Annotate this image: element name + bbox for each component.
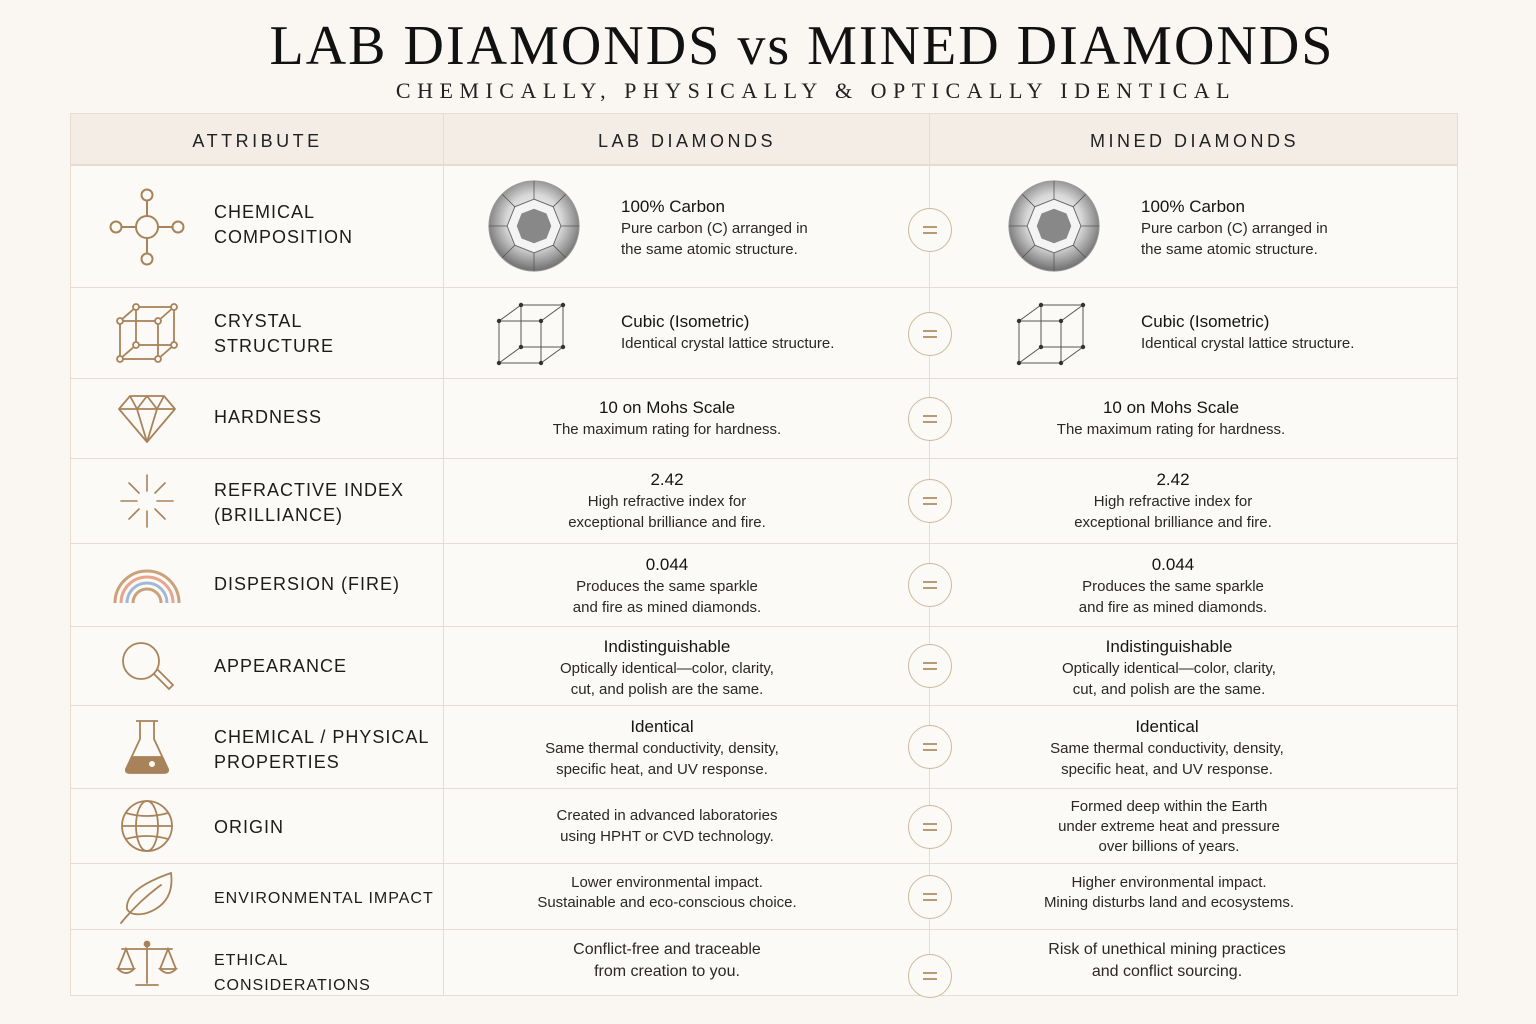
table-row: APPEARANCE Indistinguishable Optically i… (71, 626, 1457, 705)
equals-icon (908, 875, 952, 919)
attribute-label: CHEMICAL COMPOSITION (214, 202, 354, 247)
leaf-icon (107, 857, 187, 937)
rainbow-icon (107, 545, 187, 625)
lab-cell: Conflict-free and traceable from creatio… (573, 941, 761, 980)
sparkle-icon (107, 461, 187, 541)
lab-cell: Cubic (Isometric) Identical crystal latt… (621, 312, 835, 352)
cube-lattice-image (496, 302, 566, 366)
header-attribute: ATTRIBUTE (192, 131, 323, 151)
mined-cell: Higher environmental impact. Mining dist… (1043, 874, 1295, 911)
mined-cell: Indistinguishable Optically identical—co… (1062, 637, 1276, 698)
equals-icon (908, 644, 952, 688)
table-row: ETHICAL CONSIDERATIONS Conflict-free and… (71, 929, 1457, 998)
globe-icon (107, 786, 187, 866)
lab-cell: Indistinguishable Optically identical—co… (560, 637, 774, 698)
table-row: ENVIRONMENTAL IMPACT Lower environmental… (71, 863, 1457, 929)
table-row: CHEMICAL COMPOSITION 100% Carbon Pure ca… (71, 165, 1457, 287)
mined-cell: Cubic (Isometric) Identical crystal latt… (1141, 312, 1355, 352)
attribute-label: ENVIRONMENTAL IMPACT (214, 890, 434, 907)
diamond-image (1008, 180, 1100, 272)
attribute-label: HARDNESS (214, 407, 323, 427)
equals-icon (908, 725, 952, 769)
diamond-image (488, 180, 580, 272)
mined-cell: 10 on Mohs Scale The maximum rating for … (1056, 398, 1286, 438)
mined-cell: 2.42 High refractive index for exception… (1074, 470, 1272, 531)
attribute-label: DISPERSION (FIRE) (214, 574, 401, 594)
equals-icon (908, 805, 952, 849)
table-row: CHEMICAL / PHYSICAL PROPERTIES Identical… (71, 705, 1457, 788)
attribute-label: CHEMICAL / PHYSICAL PROPERTIES (214, 727, 430, 772)
equals-icon (908, 208, 952, 252)
flask-icon (107, 707, 187, 787)
mined-cell: Risk of unethical mining practices and c… (1048, 941, 1286, 980)
scales-icon (107, 924, 187, 1004)
lab-cell: Identical Same thermal conductivity, den… (545, 717, 779, 778)
mined-cell: 0.044 Produces the same sparkle and fire… (1078, 555, 1268, 616)
equals-icon (908, 954, 952, 998)
magnifier-icon (107, 627, 187, 707)
equals-icon (908, 312, 952, 356)
table-row: CRYSTAL STRUCTURE Cubic (Isometric) Iden… (71, 287, 1457, 378)
cube-lattice-image (1016, 302, 1086, 366)
comparison-table: ATTRIBUTE LAB DIAMONDS MINED DIAMONDS CH… (70, 113, 1458, 998)
header-lab-diamonds: LAB DIAMONDS (597, 131, 777, 151)
diamond-icon (107, 379, 187, 459)
page-title: LAB DIAMONDS vs MINED DIAMONDS (269, 15, 1335, 77)
mined-cell: Formed deep within the Earth under extre… (1058, 798, 1280, 855)
equals-icon (908, 397, 952, 441)
table-header: ATTRIBUTE LAB DIAMONDS MINED DIAMONDS (71, 114, 1457, 165)
table-row: HARDNESS 10 on Mohs Scale The maximum ra… (71, 378, 1457, 458)
lab-cell: 0.044 Produces the same sparkle and fire… (572, 555, 762, 616)
equals-icon (908, 563, 952, 607)
attribute-label: REFRACTIVE INDEX (BRILLIANCE) (214, 480, 405, 525)
column-divider (443, 114, 444, 995)
table-row: REFRACTIVE INDEX (BRILLIANCE) 2.42 High … (71, 458, 1457, 543)
header-mined-diamonds: MINED DIAMONDS (1089, 131, 1299, 151)
page-subtitle: CHEMICALLY, PHYSICALLY & OPTICALLY IDENT… (395, 78, 1237, 103)
attribute-label: APPEARANCE (214, 656, 348, 676)
attribute-label: ORIGIN (214, 817, 285, 837)
lab-cell: Created in advanced laboratories using H… (556, 807, 778, 845)
column-divider (929, 114, 930, 995)
lab-cell: 10 on Mohs Scale The maximum rating for … (552, 398, 782, 438)
equals-icon (908, 479, 952, 523)
table-row: ORIGIN Created in advanced laboratories … (71, 788, 1457, 863)
attribute-label: ETHICAL CONSIDERATIONS (214, 952, 371, 994)
lab-cell: Lower environmental impact. Sustainable … (537, 874, 797, 911)
attribute-label: CRYSTAL STRUCTURE (214, 311, 334, 356)
cube-lattice-icon (107, 294, 187, 374)
table-row: DISPERSION (FIRE) 0.044 Produces the sam… (71, 543, 1457, 626)
lab-cell: 100% Carbon Pure carbon (C) arranged in … (621, 197, 808, 258)
mined-cell: Identical Same thermal conductivity, den… (1050, 717, 1284, 778)
molecule-icon (107, 187, 187, 267)
lab-cell: 2.42 High refractive index for exception… (568, 470, 766, 531)
mined-cell: 100% Carbon Pure carbon (C) arranged in … (1141, 197, 1328, 258)
